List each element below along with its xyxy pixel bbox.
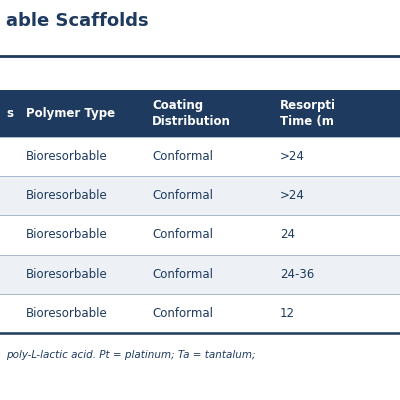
Bar <box>0 255 400 294</box>
Text: 24-36: 24-36 <box>280 268 314 281</box>
Bar <box>0 137 400 176</box>
Text: Bioresorbable: Bioresorbable <box>26 228 108 242</box>
Text: Resorpti
Time (m: Resorpti Time (m <box>280 99 336 128</box>
Text: >24: >24 <box>280 150 305 163</box>
Bar <box>0 215 400 255</box>
Text: Conformal: Conformal <box>152 189 213 202</box>
Text: Bioresorbable: Bioresorbable <box>26 189 108 202</box>
Text: s: s <box>6 107 13 120</box>
Text: Conformal: Conformal <box>152 228 213 242</box>
Text: 12: 12 <box>280 307 295 320</box>
Text: able Scaffolds: able Scaffolds <box>6 12 149 30</box>
Text: Bioresorbable: Bioresorbable <box>26 268 108 281</box>
Text: Conformal: Conformal <box>152 150 213 163</box>
Text: poly-L-lactic acid. Pt = platinum; Ta = tantalum;: poly-L-lactic acid. Pt = platinum; Ta = … <box>6 350 256 360</box>
Text: Bioresorbable: Bioresorbable <box>26 307 108 320</box>
Text: >24: >24 <box>280 189 305 202</box>
Text: Bioresorbable: Bioresorbable <box>26 150 108 163</box>
Text: Polymer Type: Polymer Type <box>26 107 115 120</box>
Text: Conformal: Conformal <box>152 268 213 281</box>
Bar <box>0 294 400 333</box>
Bar <box>0 176 400 215</box>
Text: Coating
Distribution: Coating Distribution <box>152 99 231 128</box>
Text: Conformal: Conformal <box>152 307 213 320</box>
Text: 24: 24 <box>280 228 295 242</box>
Bar <box>0 90 400 137</box>
